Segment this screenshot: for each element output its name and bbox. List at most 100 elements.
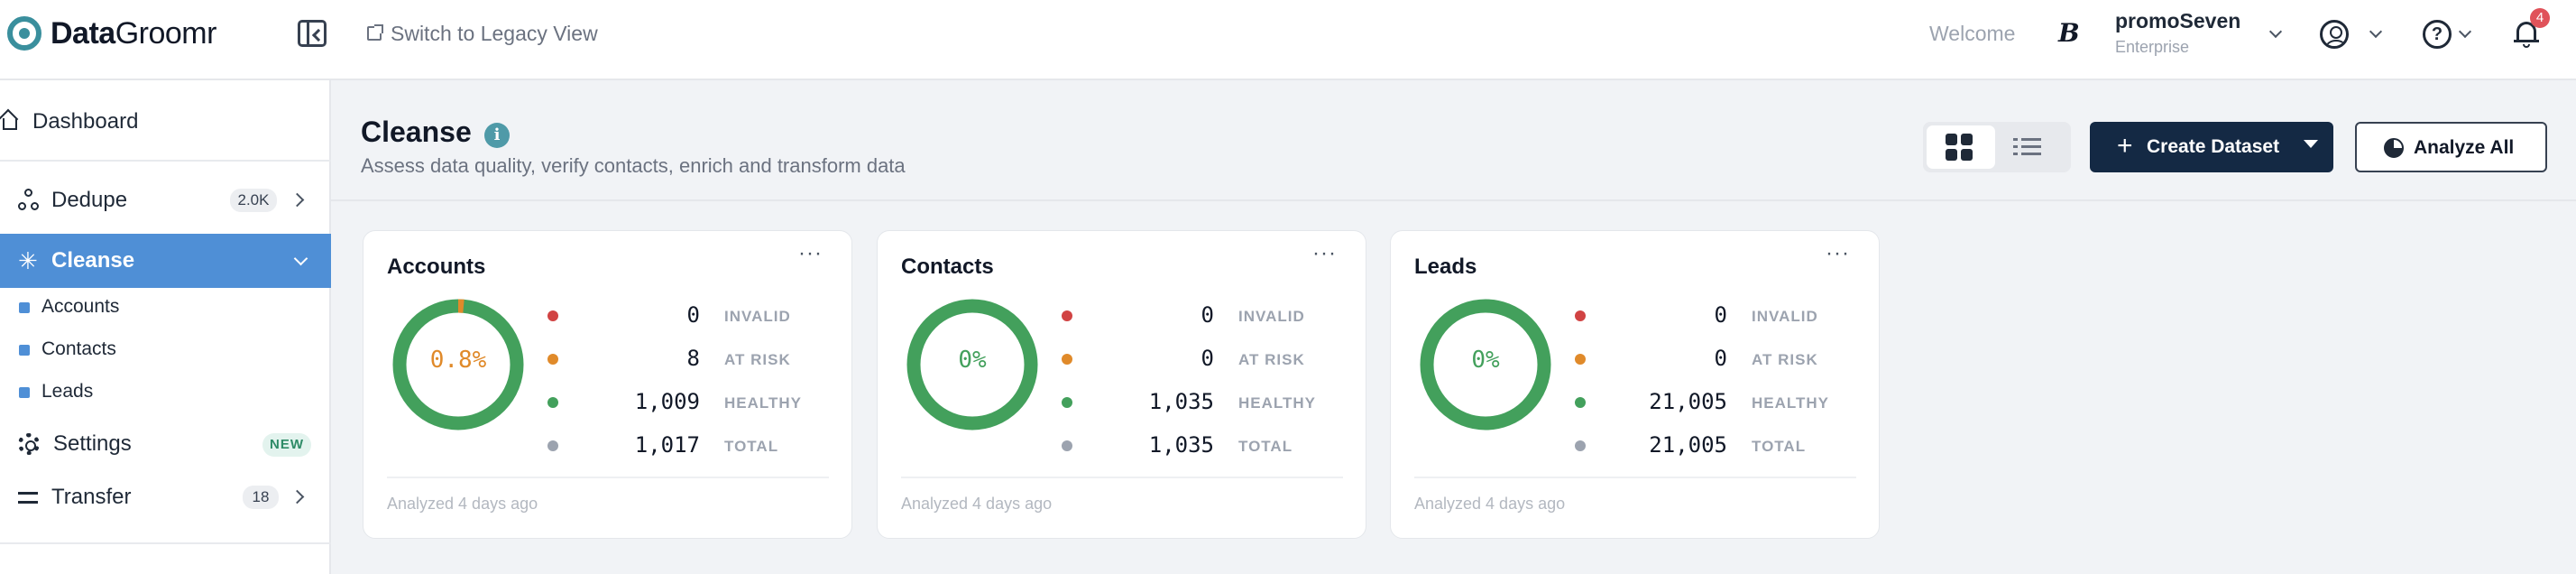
create-dropdown-caret-icon[interactable] [2304,140,2318,148]
org-name[interactable]: promoSeven [2115,9,2241,32]
stat-row-healthy: 1,009 HEALTHY [363,386,853,415]
welcome-text: Welcome [1929,22,2016,45]
card-more-menu-icon[interactable]: ··· [1312,241,1337,265]
dataset-card-leads[interactable]: Leads ··· 0% 0 INVALID 0 AT RISK 21,005 … [1390,230,1880,539]
status-dot-icon [1062,354,1072,365]
card-title[interactable]: Leads [1414,255,1477,279]
transfer-count-badge: 18 [243,486,279,509]
notification-bell-icon[interactable] [2514,20,2539,48]
status-dot-icon [1575,397,1586,408]
dataset-card-contacts[interactable]: Contacts ··· 0% 0 INVALID 0 AT RISK 1,03… [877,230,1366,539]
datagroomr-logo[interactable]: DataGroomr [7,15,216,51]
stat-label: TOTAL [1238,438,1293,455]
card-more-menu-icon[interactable]: ··· [798,241,823,265]
sidebar-item-transfer[interactable]: Transfer 18 [0,477,331,517]
status-dot-icon [547,310,558,321]
analyzed-timestamp: Analyzed 4 days ago [1414,495,1566,513]
card-title[interactable]: Accounts [387,255,486,279]
sidebar-item-settings[interactable]: Settings NEW [0,424,331,464]
transfer-chevron-right-icon [290,489,305,505]
analyzed-timestamp: Analyzed 4 days ago [901,495,1053,513]
stat-row-at-risk: 0 AT RISK [1391,343,1881,372]
stat-row-healthy: 1,035 HEALTHY [878,386,1367,415]
dedupe-count-badge: 2.0K [230,189,277,212]
sidebar-item-cleanse[interactable]: ✳ Cleanse [0,234,331,288]
stat-row-at-risk: 0 AT RISK [878,343,1367,372]
sidebar-item-dedupe[interactable]: Dedupe 2.0K [0,180,331,221]
view-toggle [1923,122,2071,172]
transfer-arrows-icon [18,488,38,508]
bullet-icon [19,387,30,398]
stat-row-total: 1,035 TOTAL [878,430,1367,458]
org-chevron-down-icon[interactable] [2268,24,2283,39]
card-title[interactable]: Contacts [901,255,994,279]
help-icon[interactable]: ? [2423,20,2452,49]
user-chevron-down-icon[interactable] [2369,24,2383,39]
status-dot-icon [547,440,558,451]
health-donut-chart [906,299,1038,430]
donut-at-risk-arc [392,299,524,430]
donut-percent-label: 0% [1471,347,1500,374]
dataset-card-accounts[interactable]: Accounts ··· 0.8% 0 INVALID 8 AT RISK 1,… [363,230,852,539]
sidebar-item-dashboard[interactable]: Dashboard [0,103,331,141]
sidebar: Dashboard Dedupe 2.0K ✳ Cleanse Accounts… [0,80,331,574]
plus-icon: + [2117,131,2133,161]
status-dot-icon [1575,310,1586,321]
stat-label: TOTAL [724,438,779,455]
org-badge-icon: B [2058,18,2080,48]
stat-value: 1,009 [634,389,700,414]
stat-value: 0 [1714,346,1727,371]
pie-chart-icon [2384,138,2404,158]
merge-icon [18,189,40,212]
logo-icon [7,16,41,51]
sidebar-toggle-icon[interactable] [298,20,327,47]
stat-label: HEALTHY [724,394,803,412]
help-chevron-down-icon[interactable] [2458,24,2472,39]
card-divider [387,477,829,478]
stat-row-invalid: 0 INVALID [363,300,853,329]
stat-label: HEALTHY [1238,394,1317,412]
page-subtitle: Assess data quality, verify contacts, en… [361,154,906,177]
donut-percent-label: 0% [958,347,987,374]
sidebar-divider [0,542,331,544]
stat-label: AT RISK [1238,351,1305,368]
new-badge: NEW [262,433,311,457]
switch-legacy-link[interactable]: Switch to Legacy View [367,20,598,47]
stat-value: 21,005 [1649,389,1727,414]
card-more-menu-icon[interactable]: ··· [1826,241,1850,265]
sidebar-divider [0,160,331,162]
analyzed-timestamp: Analyzed 4 days ago [387,495,538,513]
stat-value: 0 [1201,346,1214,371]
status-dot-icon [1575,354,1586,365]
user-account-icon[interactable] [2320,20,2349,49]
page-header-divider [331,199,2576,201]
stat-row-invalid: 0 INVALID [1391,300,1881,329]
status-dot-icon [1575,440,1586,451]
stat-value: 8 [686,346,700,371]
grid-view-button[interactable] [1927,125,1995,169]
dedupe-chevron-right-icon [290,192,305,208]
stat-value: 0 [1714,302,1727,328]
top-header: DataGroomr Switch to Legacy View Welcome… [0,0,2576,80]
donut-healthy-arc [906,299,1038,430]
stat-row-healthy: 21,005 HEALTHY [1391,386,1881,415]
sparkle-icon: ✳ [18,247,38,274]
health-donut-chart [392,299,524,430]
notification-count-badge: 4 [2530,8,2550,28]
status-dot-icon [547,354,558,365]
stat-label: AT RISK [724,351,791,368]
info-icon[interactable]: i [484,123,510,148]
stat-value: 0 [1201,302,1214,328]
external-link-icon [367,24,383,41]
analyze-all-button[interactable]: Analyze All [2355,122,2547,172]
org-plan: Enterprise [2115,38,2190,56]
list-view-button[interactable] [2013,136,2042,158]
status-dot-icon [1062,397,1072,408]
create-dataset-button[interactable]: + Create Dataset [2090,122,2333,172]
status-dot-icon [1062,440,1072,451]
stat-value: 1,035 [1148,432,1214,458]
stat-label: HEALTHY [1752,394,1830,412]
donut-percent-label: 0.8% [429,347,487,374]
stat-row-total: 21,005 TOTAL [1391,430,1881,458]
stat-value: 0 [686,302,700,328]
